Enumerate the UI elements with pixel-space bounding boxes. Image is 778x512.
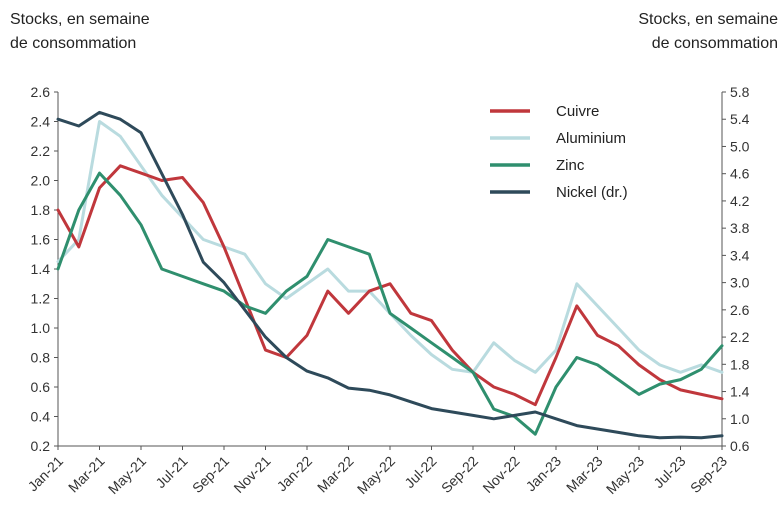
y-right-tick-label: 5.0 [730, 138, 750, 154]
y-right-tick-label: 3.8 [730, 220, 750, 236]
x-tick-label: Sep-21 [189, 453, 232, 496]
x-tick-label: May-23 [603, 453, 647, 497]
x-tick-label: Jul-23 [650, 453, 688, 491]
y-axis-title-right-line1: Stocks, en semaine [638, 11, 778, 28]
x-tick-label: Jan-23 [523, 453, 565, 495]
legend-label: Nickel (dr.) [556, 184, 628, 201]
y-right-tick-label: 1.4 [730, 384, 750, 400]
y-axis-title-left: Stocks, en semaine de consommation [10, 8, 150, 56]
y-right-tick-label: 3.4 [730, 247, 750, 263]
y-axis-title-left-line1: Stocks, en semaine [10, 11, 150, 28]
y-left-tick-label: 0.8 [31, 350, 51, 366]
x-tick-label: Sep-23 [687, 453, 730, 496]
x-tick-label: Mar-21 [65, 453, 108, 496]
y-right-tick-label: 4.6 [730, 166, 750, 182]
x-tick-label: Jul-21 [152, 453, 190, 491]
x-tick-label: Jan-21 [25, 453, 67, 495]
y-left-tick-label: 1.8 [31, 202, 51, 218]
y-left-tick-label: 2.2 [31, 143, 51, 159]
y-right-tick-label: 3.0 [730, 275, 750, 291]
x-tick-label: Sep-22 [438, 453, 481, 496]
x-tick-label: Jan-22 [274, 453, 316, 495]
y-left-tick-label: 2.4 [31, 114, 51, 130]
series-layer [56, 110, 724, 440]
y-right-tick-label: 4.2 [730, 193, 750, 209]
series-line-nickel-dr [56, 110, 724, 440]
x-tick-label: Jul-22 [401, 453, 439, 491]
legend-label: Aluminium [556, 130, 626, 147]
y-left-tick-label: 2.0 [31, 173, 51, 189]
series-line-aluminium [56, 120, 724, 374]
legend-label: Zinc [556, 157, 585, 174]
y-left-tick-label: 1.0 [31, 320, 51, 336]
y-right-tick-label: 2.2 [730, 329, 750, 345]
y-right-tick-label: 0.6 [730, 438, 750, 454]
x-tick-label: Nov-22 [479, 453, 522, 496]
series-line-zinc [56, 171, 724, 436]
y-axis-title-right-line2: de consommation [651, 35, 778, 52]
y-left-tick-label: 1.2 [31, 291, 51, 307]
y-left-tick-label: 0.4 [31, 409, 51, 425]
y-right-tick-label: 5.8 [730, 84, 750, 100]
y-right-tick-label: 1.8 [730, 356, 750, 372]
y-left-tick-label: 2.6 [31, 84, 51, 100]
legend: Cuivre Aluminium Zinc Nickel (dr.) [490, 103, 628, 201]
y-left-tick-label: 0.2 [31, 438, 51, 454]
x-tick-label: May-21 [105, 453, 149, 497]
series-line-cuivre [56, 164, 724, 407]
y-axis-title-right: Stocks, en semaine de consommation [638, 8, 778, 56]
x-tick-label: May-22 [354, 453, 398, 497]
y-right-tick-label: 2.6 [730, 302, 750, 318]
y-right-tick-label: 5.4 [730, 111, 750, 127]
x-tick-label: Mar-22 [314, 453, 357, 496]
legend-label: Cuivre [556, 103, 599, 120]
y-left-tick-label: 0.6 [31, 379, 51, 395]
y-axis-title-left-line2: de consommation [10, 35, 137, 52]
y-left-tick-label: 1.6 [31, 232, 51, 248]
y-left-tick-label: 1.4 [31, 261, 51, 277]
x-tick-label: Nov-21 [230, 453, 273, 496]
x-tick-label: Mar-23 [563, 453, 606, 496]
y-right-tick-label: 1.0 [730, 411, 750, 427]
